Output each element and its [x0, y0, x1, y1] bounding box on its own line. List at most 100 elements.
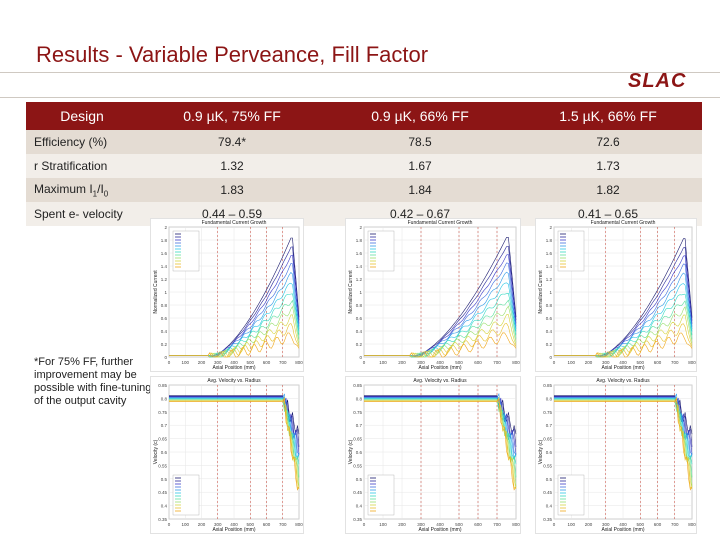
y-tick-label: 0.6	[356, 316, 363, 321]
table-cell: 1.82	[514, 178, 702, 202]
y-tick-label: 0.2	[356, 342, 363, 347]
y-tick-label: 0.6	[546, 450, 553, 455]
x-tick-label: 500	[246, 360, 254, 365]
series-line	[169, 398, 300, 465]
y-tick-label: 0.6	[356, 450, 363, 455]
x-axis-label: Axial Position (mm)	[601, 365, 644, 371]
y-tick-label: 1.2	[161, 277, 168, 282]
y-tick-label: 0.65	[543, 437, 552, 442]
x-tick-label: 700	[279, 360, 287, 365]
table-cell: 72.6	[514, 130, 702, 154]
chart-title: Fundamental Current Growth	[408, 220, 473, 226]
series-line	[364, 397, 517, 460]
y-tick-label: 0.7	[546, 423, 553, 428]
current-plot-3: 0 0.2 0.4 0.6 0.8 1 1.2 1.4 1.6 1.8 2 0 100 200 300 400…	[535, 218, 697, 372]
y-tick-label: 1	[359, 290, 362, 295]
series-line	[364, 398, 517, 465]
x-tick-label: 100	[379, 522, 387, 527]
series-line	[169, 396, 300, 447]
series-line	[169, 398, 300, 491]
x-tick-label: 100	[567, 360, 575, 365]
y-tick-label: 2	[549, 225, 552, 230]
x-tick-label: 0	[363, 360, 366, 365]
y-tick-label: 0.7	[161, 423, 168, 428]
y-tick-label: 0.4	[161, 329, 168, 334]
series-line	[364, 396, 517, 455]
y-tick-label: 0.55	[158, 463, 167, 468]
y-tick-label: 0.8	[356, 396, 363, 401]
y-tick-label: 0.45	[158, 490, 167, 495]
series-line	[364, 396, 517, 447]
y-tick-label: 1	[549, 290, 552, 295]
velocity-chart: 0.35 0.4 0.45 0.5 0.55 0.6 0.65 0.7 0.75 0.8 0.85 0…	[153, 378, 303, 533]
table-row: r Stratification 1.32 1.67 1.73	[26, 154, 702, 178]
y-tick-label: 1.4	[546, 264, 553, 269]
y-tick-label: 1.8	[161, 238, 168, 243]
x-tick-label: 300	[214, 360, 222, 365]
x-tick-label: 400	[436, 522, 444, 527]
series-line	[554, 399, 693, 487]
series-line	[554, 396, 693, 447]
x-tick-label: 300	[214, 522, 222, 527]
y-tick-label: 0	[549, 355, 552, 360]
table-cell: 78.5	[326, 130, 514, 154]
y-tick-label: 0.8	[546, 303, 553, 308]
x-tick-label: 0	[168, 522, 171, 527]
current-plot-2: 0 0.2 0.4 0.6 0.8 1 1.2 1.4 1.6 1.8 2 0 100 200 300 400…	[345, 218, 521, 372]
x-tick-label: 600	[654, 360, 662, 365]
current-chart: 0 0.2 0.4 0.6 0.8 1 1.2 1.4 1.6 1.8 2 0 100 200 300 400…	[538, 220, 696, 371]
x-tick-label: 700	[671, 360, 679, 365]
x-tick-label: 500	[455, 360, 463, 365]
x-tick-label: 300	[417, 522, 425, 527]
series-line	[364, 399, 517, 478]
x-tick-label: 600	[474, 522, 482, 527]
table-cell: 79.4*	[138, 130, 326, 154]
chart-title: Avg. Velocity vs. Radius	[596, 378, 650, 384]
series-line	[364, 400, 517, 490]
y-tick-label: 2	[164, 225, 167, 230]
current-plot-1: 0 0.2 0.4 0.6 0.8 1 1.2 1.4 1.6 1.8 2 0 100 200 300 400…	[150, 218, 304, 372]
y-tick-label: 1.8	[546, 238, 553, 243]
y-tick-label: 0	[359, 355, 362, 360]
y-tick-label: 1.4	[356, 264, 363, 269]
series-line	[364, 398, 517, 491]
x-tick-label: 600	[263, 522, 271, 527]
y-axis-label: Normalized Current	[538, 270, 544, 314]
x-tick-label: 800	[688, 360, 696, 365]
chart-title: Fundamental Current Growth	[591, 220, 656, 226]
row-label: Efficiency (%)	[26, 130, 138, 154]
x-axis-label: Axial Position (mm)	[212, 365, 255, 371]
x-tick-label: 600	[654, 522, 662, 527]
y-tick-label: 0.85	[543, 383, 552, 388]
series-line	[169, 397, 300, 456]
current-chart: 0 0.2 0.4 0.6 0.8 1 1.2 1.4 1.6 1.8 2 0 100 200 300 400…	[348, 220, 520, 371]
footnote: *For 75% FF, further improvement may be …	[34, 356, 152, 407]
y-tick-label: 1.6	[356, 251, 363, 256]
series-line	[169, 393, 300, 460]
y-tick-label: 0.8	[161, 303, 168, 308]
table-cell: 1.67	[326, 154, 514, 178]
table-cell: 1.83	[138, 178, 326, 202]
x-tick-label: 300	[602, 522, 610, 527]
y-tick-label: 1.8	[356, 238, 363, 243]
series-line	[169, 397, 300, 460]
y-axis-label: Velocity (c)	[153, 439, 159, 464]
series-line	[169, 332, 300, 358]
y-tick-label: 0.75	[353, 410, 362, 415]
x-tick-label: 500	[636, 360, 644, 365]
series-line	[169, 399, 300, 487]
header-design: Design	[26, 102, 138, 130]
y-tick-label: 0.8	[356, 303, 363, 308]
chart-title: Fundamental Current Growth	[202, 220, 267, 226]
series-line	[554, 395, 693, 436]
series-line	[364, 392, 517, 460]
series-line	[169, 395, 300, 436]
y-tick-label: 0.6	[546, 316, 553, 321]
y-tick-label: 0.8	[546, 396, 553, 401]
x-tick-label: 800	[688, 522, 696, 527]
row-label: Spent e- velocity	[26, 202, 138, 226]
table-cell: 1.73	[514, 154, 702, 178]
y-tick-label: 0.7	[356, 423, 363, 428]
y-tick-label: 0.2	[546, 342, 553, 347]
series-line	[169, 396, 300, 489]
